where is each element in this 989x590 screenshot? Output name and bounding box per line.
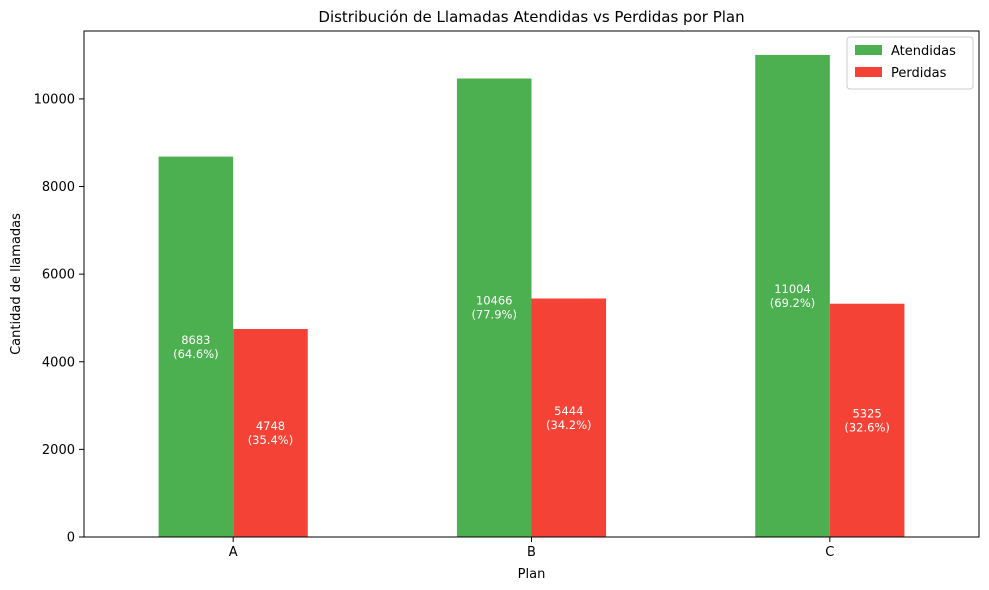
legend-swatch-perdidas: [855, 67, 882, 77]
bar-label-perdidas-c-line1: 5325: [852, 406, 881, 420]
bar-label-atendidas-c-line2: (69.2%): [770, 296, 816, 310]
legend-label-perdidas: Perdidas: [891, 66, 947, 81]
x-axis: A B C: [229, 537, 834, 560]
y-tick-label: 4000: [42, 355, 75, 370]
bar-atendidas-a: [158, 156, 234, 537]
y-tick-label: 6000: [42, 268, 75, 283]
chart-title: Distribución de Llamadas Atendidas vs Pe…: [318, 8, 744, 26]
bar-label-perdidas-b-line2: (34.2%): [546, 418, 592, 432]
bars-layer: [158, 54, 905, 538]
bar-perdidas-b: [531, 298, 607, 537]
bar-labels-layer: 8683(64.6%)4748(35.4%)10466(77.9%)5444(3…: [173, 282, 890, 447]
bar-perdidas-a: [233, 328, 308, 537]
bar-label-atendidas-c-line1: 11004: [774, 282, 811, 296]
bar-label-atendidas-b-line2: (77.9%): [471, 308, 517, 322]
bar-label-atendidas-b-line1: 10466: [476, 294, 513, 308]
bar-label-perdidas-c-line2: (32.6%): [844, 420, 890, 434]
x-tick-label: C: [825, 545, 834, 560]
legend: Atendidas Perdidas: [846, 36, 974, 90]
y-axis: 0 2000 4000 6000 8000 10000: [34, 92, 84, 546]
bar-atendidas-b: [456, 78, 532, 537]
bar-label-perdidas-a-line2: (35.4%): [248, 433, 294, 447]
x-tick-label: A: [229, 545, 238, 560]
bar-label-atendidas-a-line2: (64.6%): [173, 347, 219, 361]
legend-label-atendidas: Atendidas: [891, 44, 956, 59]
x-axis-title: Plan: [518, 567, 546, 582]
y-tick-label: 0: [67, 531, 75, 546]
y-tick-label: 10000: [34, 92, 75, 107]
y-axis-title: Cantidad de llamadas: [9, 213, 24, 355]
bar-perdidas-c: [829, 303, 905, 537]
legend-swatch-atendidas: [855, 45, 882, 55]
y-tick-label: 8000: [42, 180, 75, 195]
bar-atendidas-c: [755, 54, 830, 538]
bar-label-perdidas-a-line1: 4748: [256, 419, 285, 433]
y-tick-label: 2000: [42, 443, 75, 458]
bar-label-perdidas-b-line1: 5444: [554, 404, 583, 418]
x-tick-label: B: [527, 545, 536, 560]
bar-label-atendidas-a-line1: 8683: [181, 333, 210, 347]
